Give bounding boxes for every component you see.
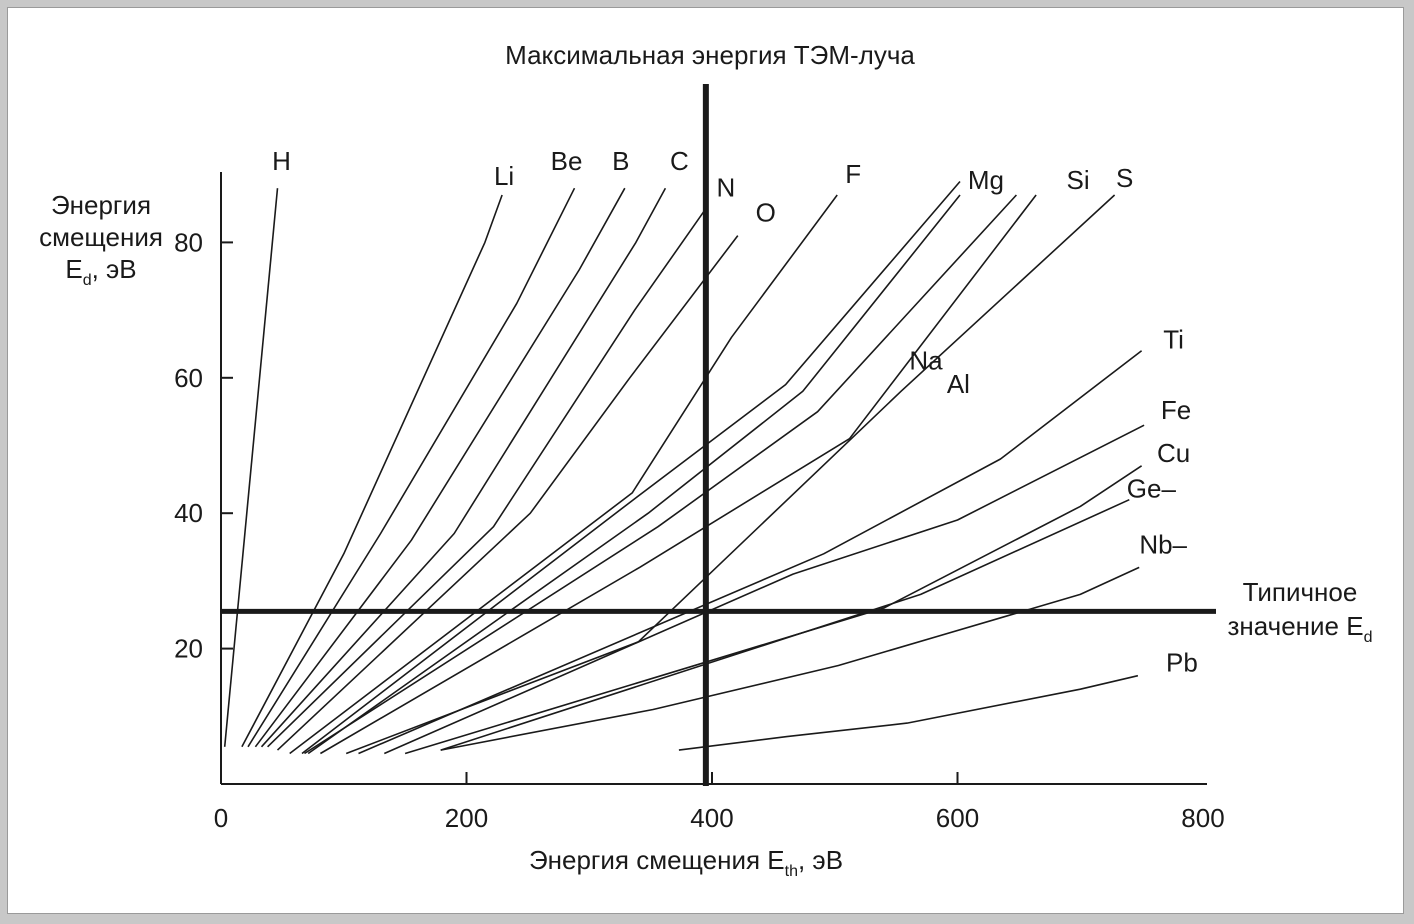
x-tick-label: 0 <box>214 803 228 833</box>
x-tick-label: 400 <box>690 803 733 833</box>
series-line-li <box>241 194 503 748</box>
y-axis-label-line1: Энергия <box>51 190 151 220</box>
tick-group: 0 200 400 600 800 20 40 60 80 <box>174 227 1225 833</box>
typical-ed-label-line1: Типичное <box>1243 577 1358 607</box>
y-axis-label-line3: Ed, эВ <box>65 254 136 289</box>
series-label-fe: Fe <box>1161 395 1191 425</box>
series-line-nb <box>440 566 1140 751</box>
series-label-li: Li <box>494 161 514 191</box>
series-label-c: C <box>670 146 689 176</box>
series-label-f: F <box>845 159 861 189</box>
series-label-o: O <box>756 198 776 228</box>
x-tick-label: 200 <box>445 803 488 833</box>
series-line-h <box>223 188 279 747</box>
series-label-al: Al <box>947 369 970 399</box>
y-axis-label-line2: смещения <box>39 222 163 252</box>
axes <box>220 172 1207 785</box>
series-line-c <box>260 187 667 748</box>
series-label-nb: Nb– <box>1139 529 1187 559</box>
y-tick-label: 80 <box>174 227 203 257</box>
series-line-al <box>304 194 1017 755</box>
series-label-pb: Pb <box>1166 648 1198 678</box>
series-label-cu: Cu <box>1157 438 1190 468</box>
series-label-be: Be <box>551 146 583 176</box>
y-tick-label: 20 <box>174 634 203 664</box>
reference-lines <box>221 84 1216 786</box>
series-label-n: N <box>716 173 735 203</box>
x-tick-label: 600 <box>936 803 979 833</box>
series-line-o <box>276 235 739 751</box>
series-label-s: S <box>1116 163 1133 193</box>
series-label-ge: Ge– <box>1127 474 1177 504</box>
series-line-si <box>319 194 1037 755</box>
series-line-n <box>267 208 707 748</box>
series-line-ge <box>440 498 1130 751</box>
series-line-b <box>254 187 626 748</box>
typical-ed-label-line2: значение Ed <box>1228 611 1373 646</box>
series-line-na <box>301 180 961 755</box>
x-axis-label: Энергия смещения Eth, эВ <box>529 845 843 880</box>
series-line-f <box>289 194 838 755</box>
x-tick-label: 800 <box>1181 803 1224 833</box>
series-group <box>223 180 1145 755</box>
series-line-cu <box>404 465 1143 755</box>
series-line-mg <box>307 194 961 755</box>
series-line-pb <box>678 674 1139 751</box>
series-line-s <box>345 194 1116 755</box>
series-line-be <box>247 187 576 748</box>
series-line-fe <box>383 424 1145 755</box>
series-label-b: B <box>612 146 629 176</box>
chart-title: Максимальная энергия ТЭМ-луча <box>505 40 915 70</box>
y-tick-label: 60 <box>174 363 203 393</box>
series-label-group: H Li Be B CNO F Na Mg Al Si S Ti Fe Cu Ge– Nb– Pb <box>272 146 1198 677</box>
series-line-ti <box>358 350 1143 755</box>
series-label-h: H <box>272 146 291 176</box>
series-label-si: Si <box>1066 165 1089 195</box>
series-label-na: Na <box>909 345 943 375</box>
series-label-mg: Mg <box>968 165 1004 195</box>
y-tick-label: 40 <box>174 498 203 528</box>
series-label-ti: Ti <box>1163 325 1184 355</box>
